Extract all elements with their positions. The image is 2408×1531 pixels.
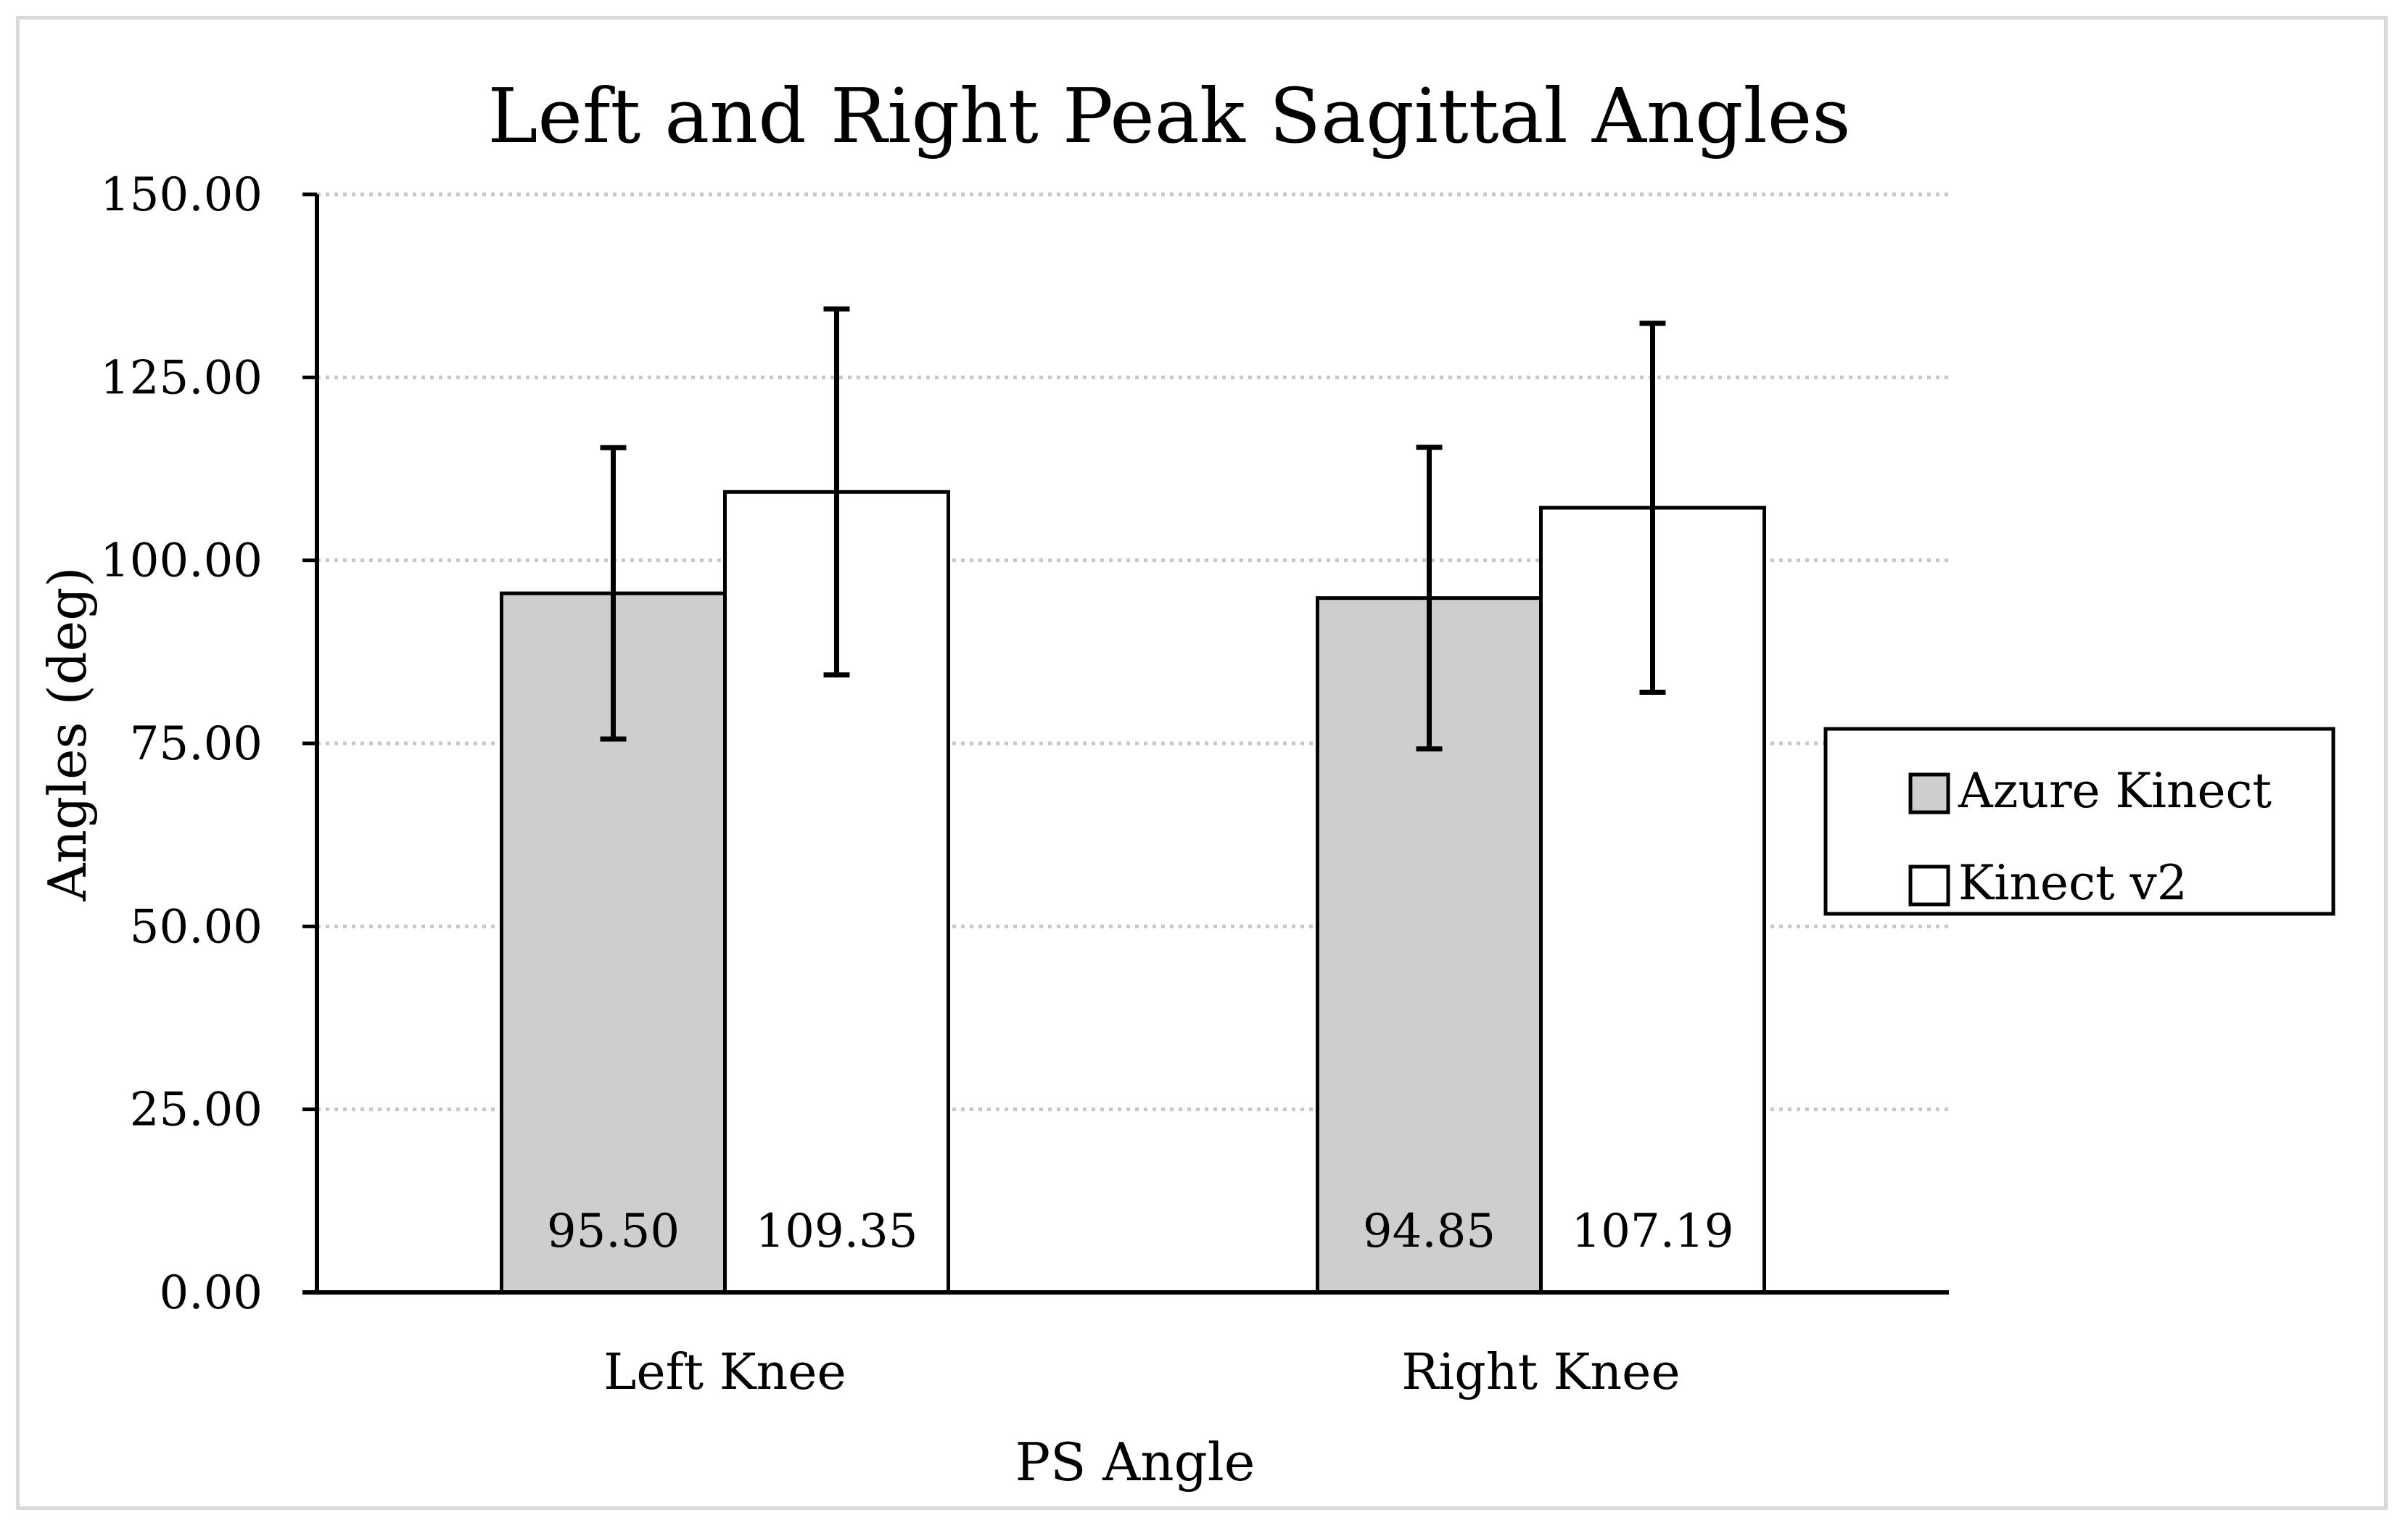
legend-label: Kinect v2 xyxy=(1958,855,2188,911)
y-tick-label: 25.00 xyxy=(130,1084,263,1137)
data-label: 107.19 xyxy=(1572,1205,1734,1258)
data-label: 94.85 xyxy=(1363,1205,1496,1258)
y-axis-label: Angles (deg) xyxy=(37,567,98,902)
legend-label: Azure Kinect xyxy=(1958,763,2272,819)
y-tick-label: 125.00 xyxy=(100,351,263,405)
x-axis-categories: Left Knee Right Knee xyxy=(603,1344,1680,1401)
axes xyxy=(302,194,1949,1295)
y-tick-label: 0.00 xyxy=(160,1266,263,1320)
legend-swatch xyxy=(1908,772,1950,814)
legend-swatch xyxy=(1908,864,1950,907)
y-tick-label: 50.00 xyxy=(130,900,263,954)
y-tick-label: 75.00 xyxy=(130,717,263,771)
bars xyxy=(500,490,1766,1295)
data-label: 95.50 xyxy=(547,1205,680,1258)
chart-title: Left and Right Peak Sagittal Angles xyxy=(487,72,1850,160)
x-category-label: Right Knee xyxy=(1401,1344,1680,1401)
y-tick-label: 150.00 xyxy=(100,168,263,222)
y-tick-label: 100.00 xyxy=(100,535,263,588)
legend: Azure Kinect Kinect v2 xyxy=(1823,727,2335,916)
data-label: 109.35 xyxy=(756,1205,918,1258)
data-labels: 95.50 109.35 94.85 107.19 xyxy=(547,1205,1734,1258)
x-category-label: Left Knee xyxy=(603,1344,846,1401)
x-axis-label: PS Angle xyxy=(1015,1432,1255,1493)
error-bars xyxy=(600,306,1666,752)
y-axis-ticks: 0.00 25.00 50.00 75.00 100.00 125.00 150.00 xyxy=(100,168,317,1320)
